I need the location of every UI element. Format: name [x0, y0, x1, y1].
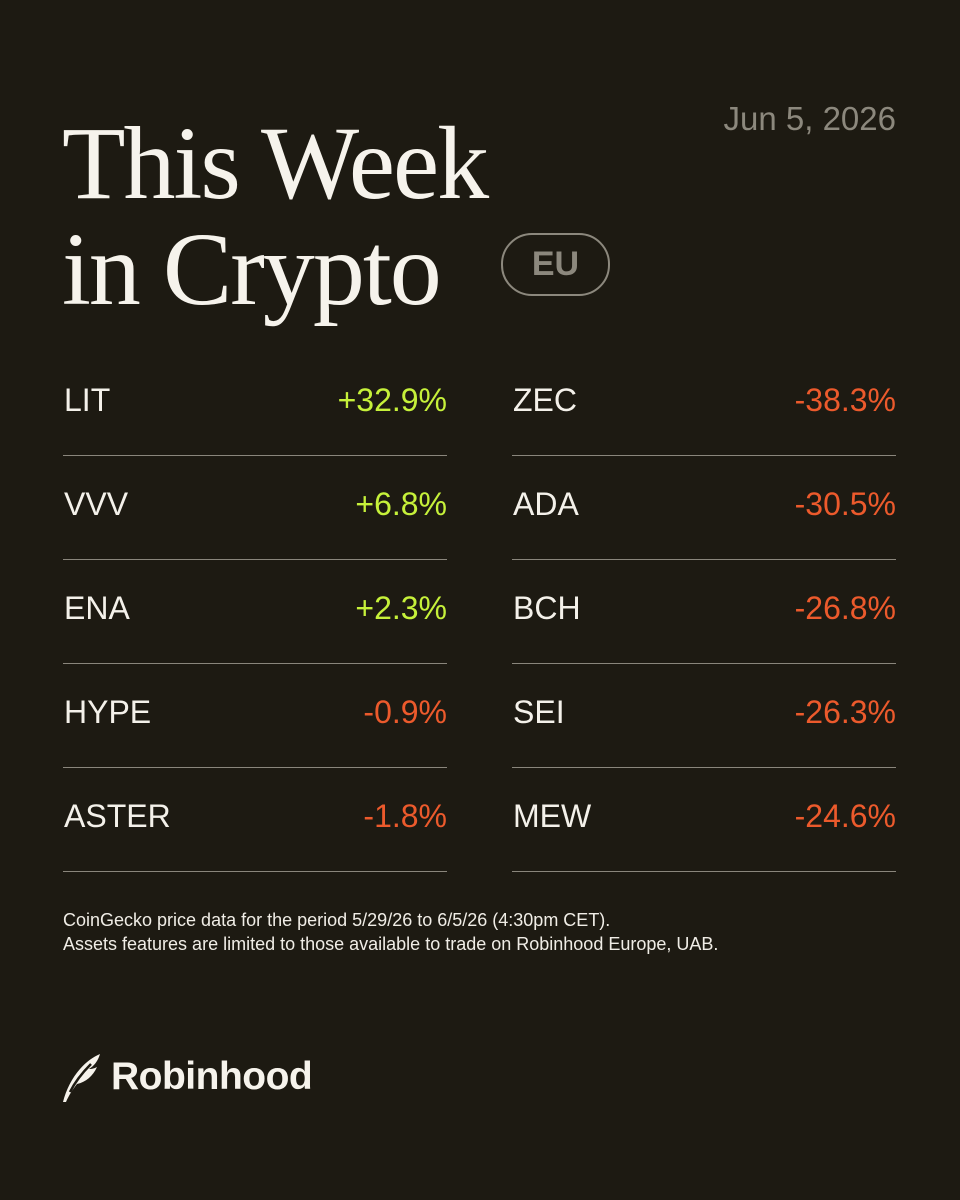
- ticker: SEI: [513, 694, 565, 730]
- asset-row: HYPE -0.9%: [63, 664, 447, 768]
- region-badge: EU: [501, 233, 610, 296]
- left-column: LIT +32.9% VVV +6.8% ENA +2.3% HYPE -0.9% ASTER -…: [63, 352, 447, 872]
- change: -24.6%: [794, 798, 896, 834]
- footnote: CoinGecko price data for the period 5/29…: [63, 908, 718, 956]
- brand-name: Robinhood: [111, 1055, 313, 1098]
- change: -30.5%: [794, 486, 896, 522]
- change: -38.3%: [794, 382, 896, 418]
- asset-row: SEI -26.3%: [512, 664, 896, 768]
- change: -26.3%: [794, 694, 896, 730]
- asset-row: LIT +32.9%: [63, 352, 447, 456]
- footnote-line: CoinGecko price data for the period 5/29…: [63, 910, 611, 930]
- footnote-line: Assets features are limited to those ava…: [63, 934, 719, 954]
- asset-row: ADA -30.5%: [512, 456, 896, 560]
- ticker: BCH: [513, 590, 581, 626]
- title-line: in Crypto: [62, 212, 442, 327]
- ticker: ZEC: [513, 382, 577, 418]
- asset-row: ZEC -38.3%: [512, 352, 896, 456]
- ticker: LIT: [64, 382, 111, 418]
- title-line: This Week: [62, 106, 489, 221]
- change: +32.9%: [337, 382, 447, 418]
- ticker: VVV: [64, 486, 129, 522]
- change: -0.9%: [363, 694, 447, 730]
- change: +6.8%: [355, 486, 447, 522]
- change: -1.8%: [363, 798, 447, 834]
- ticker: ENA: [64, 590, 130, 626]
- change: +2.3%: [355, 590, 447, 626]
- ticker: ASTER: [64, 798, 171, 834]
- asset-row: VVV +6.8%: [63, 456, 447, 560]
- asset-row: ASTER -1.8%: [63, 768, 447, 872]
- right-column: ZEC -38.3% ADA -30.5% BCH -26.8% SEI -26.3% MEW -…: [512, 352, 896, 872]
- change: -26.8%: [794, 590, 896, 626]
- asset-row: ENA +2.3%: [63, 560, 447, 664]
- asset-row: BCH -26.8%: [512, 560, 896, 664]
- asset-row: MEW -24.6%: [512, 768, 896, 872]
- ticker: HYPE: [64, 694, 152, 730]
- ticker: ADA: [513, 486, 579, 522]
- date: Jun 5, 2026: [723, 100, 896, 137]
- brand-logo: [63, 1054, 100, 1102]
- ticker: MEW: [513, 798, 592, 834]
